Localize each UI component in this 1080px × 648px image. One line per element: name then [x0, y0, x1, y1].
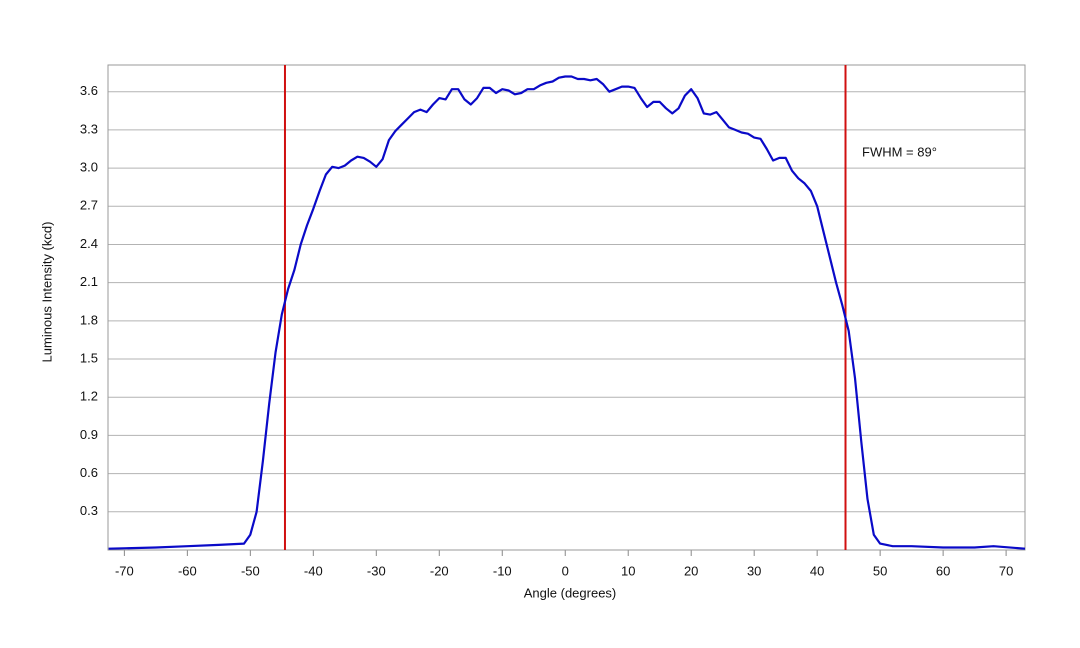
- x-tick-label: 50: [873, 563, 887, 578]
- y-tick-label: 0.6: [80, 465, 98, 480]
- x-tick-label: -30: [367, 563, 386, 578]
- y-tick-label: 1.5: [80, 350, 98, 365]
- y-tick-label: 3.3: [80, 121, 98, 136]
- x-tick-label: 30: [747, 563, 761, 578]
- x-tick-label: -20: [430, 563, 449, 578]
- x-tick-label: -40: [304, 563, 323, 578]
- x-tick-label: 10: [621, 563, 635, 578]
- x-tick-label: 20: [684, 563, 698, 578]
- y-tick-label: 2.1: [80, 274, 98, 289]
- y-tick-label: 2.7: [80, 198, 98, 213]
- x-tick-label: -10: [493, 563, 512, 578]
- x-tick-label: 60: [936, 563, 950, 578]
- x-axis-label: Angle (degrees): [524, 585, 617, 600]
- y-tick-label: 1.2: [80, 389, 98, 404]
- y-tick-label: 3.6: [80, 83, 98, 98]
- annotation: FWHM = 89°: [862, 144, 937, 159]
- y-axis-label: Luminous Intensity (kcd): [39, 222, 54, 363]
- y-tick-label: 2.4: [80, 236, 98, 251]
- x-tick-label: 0: [562, 563, 569, 578]
- data-line: [108, 75, 1026, 550]
- y-tick-label: 0.9: [80, 427, 98, 442]
- y-tick-label: 3.0: [80, 160, 98, 175]
- x-tick-label: -50: [241, 563, 260, 578]
- x-tick-label: 40: [810, 563, 824, 578]
- x-tick-label: -70: [115, 563, 134, 578]
- y-tick-label: 0.3: [80, 503, 98, 518]
- x-tick-label: 70: [999, 563, 1013, 578]
- plot-border: [107, 64, 1026, 551]
- x-tick-label: -60: [178, 563, 197, 578]
- y-tick-label: 1.8: [80, 312, 98, 327]
